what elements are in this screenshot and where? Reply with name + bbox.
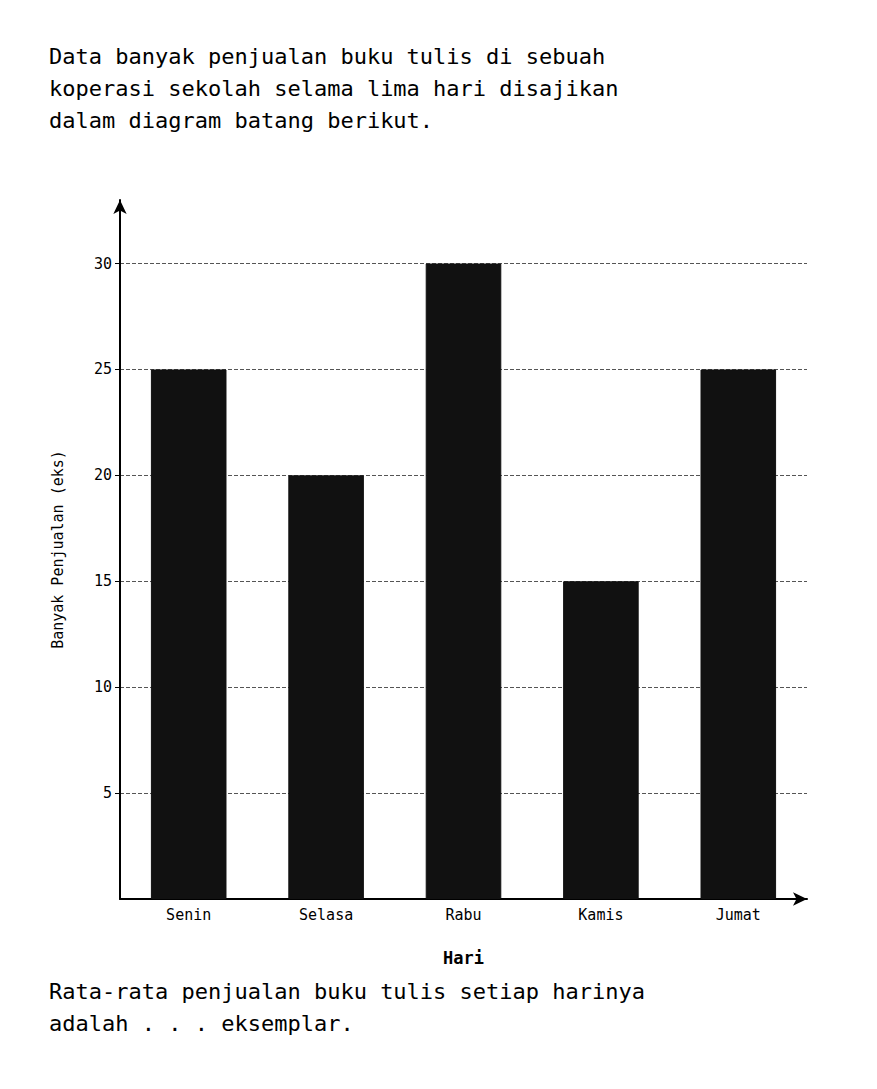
svg-text:Selasa: Selasa	[299, 906, 353, 924]
svg-text:Data banyak penjualan buku tul: Data banyak penjualan buku tulis di sebu…	[49, 44, 605, 69]
svg-text:Kamis: Kamis	[578, 906, 623, 924]
svg-text:30: 30	[94, 255, 112, 273]
svg-text:Rata-rata penjualan buku tulis: Rata-rata penjualan buku tulis setiap ha…	[49, 979, 645, 1004]
svg-text:Rabu: Rabu	[445, 906, 481, 924]
svg-text:Hari: Hari	[443, 948, 484, 968]
svg-text:5: 5	[103, 784, 112, 802]
svg-text:15: 15	[94, 572, 112, 590]
svg-text:25: 25	[94, 360, 112, 378]
svg-text:adalah . . . eksemplar.: adalah . . . eksemplar.	[49, 1011, 354, 1036]
svg-text:Jumat: Jumat	[716, 906, 761, 924]
svg-text:20: 20	[94, 466, 112, 484]
svg-text:10: 10	[94, 678, 112, 696]
svg-text:Banyak Penjualan (eks): Banyak Penjualan (eks)	[49, 450, 67, 649]
svg-text:Senin: Senin	[166, 906, 211, 924]
svg-text:dalam diagram batang berikut.: dalam diagram batang berikut.	[49, 108, 433, 133]
svg-text:koperasi sekolah selama lima h: koperasi sekolah selama lima hari disaji…	[49, 76, 619, 101]
